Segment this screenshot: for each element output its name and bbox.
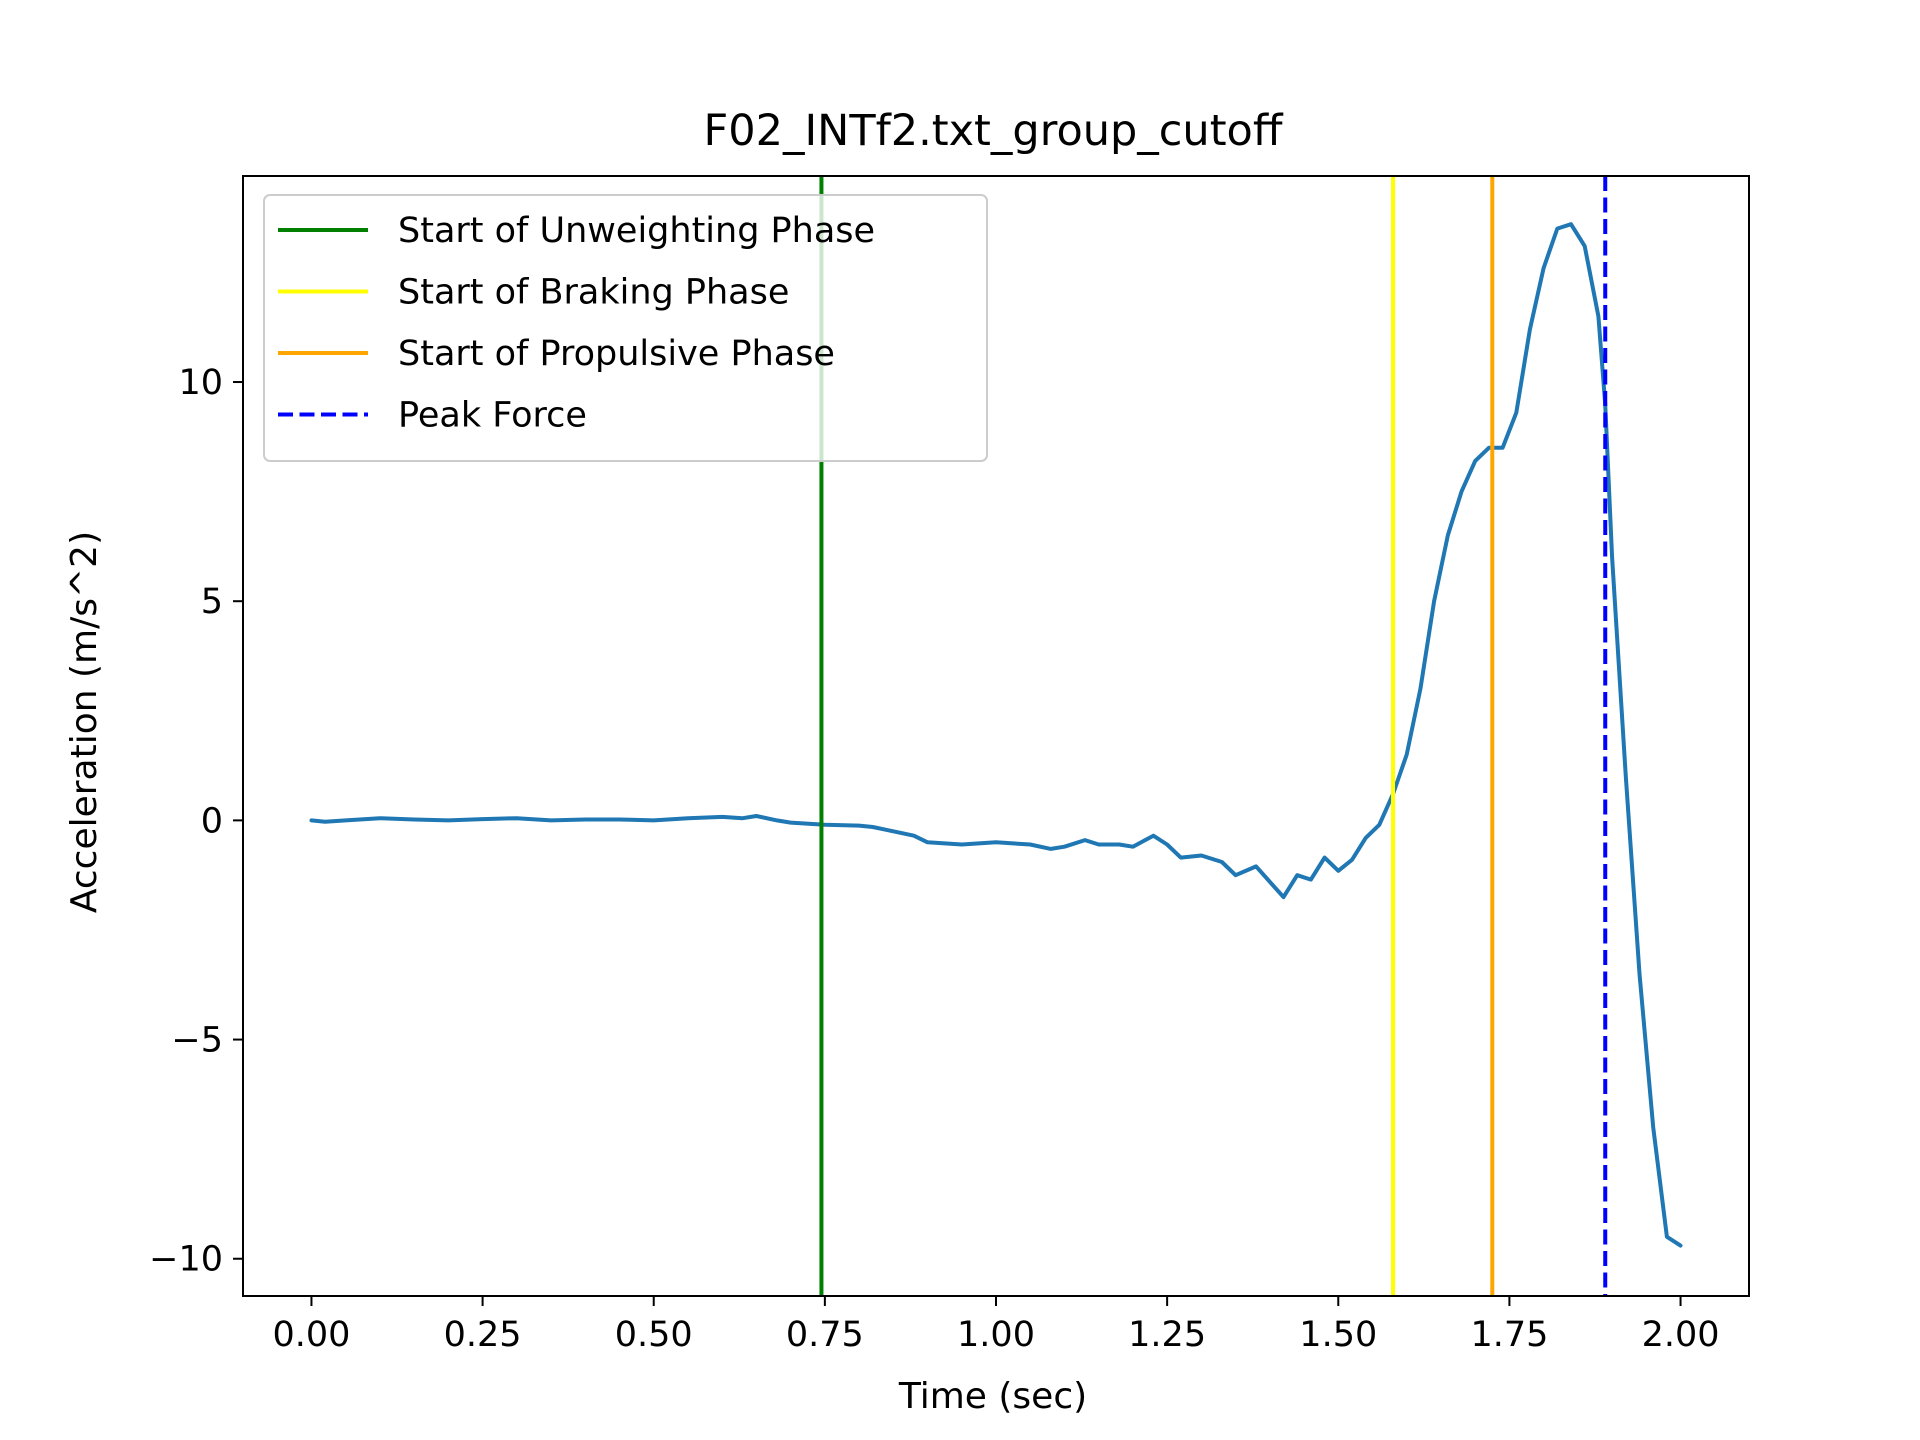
x-tick-label: 0.25 xyxy=(444,1315,522,1355)
y-tick-label: 0 xyxy=(201,801,223,841)
legend-label: Start of Propulsive Phase xyxy=(398,334,835,374)
y-axis: −10 −5 0 5 10 xyxy=(149,363,243,1280)
x-tick-label: 1.50 xyxy=(1299,1315,1377,1355)
chart-title: F02_INTf2.txt_group_cutoff xyxy=(704,106,1284,156)
x-axis-title: Time (sec) xyxy=(898,1376,1087,1417)
y-tick-label: 5 xyxy=(201,582,223,622)
x-tick-label: 0.50 xyxy=(615,1315,693,1355)
y-axis-title: Acceleration (m/s^2) xyxy=(64,531,105,913)
legend: Start of Unweighting Phase Start of Braki… xyxy=(263,194,988,462)
legend-label: Start of Braking Phase xyxy=(398,273,789,313)
series-layer xyxy=(309,222,1683,1248)
y-tick-label: −5 xyxy=(171,1021,223,1061)
x-tick-label: 1.75 xyxy=(1470,1315,1548,1355)
legend-label: Peak Force xyxy=(398,396,587,436)
legend-label: Start of Unweighting Phase xyxy=(398,211,875,251)
x-tick-label: 2.00 xyxy=(1642,1315,1720,1355)
x-tick-label: 1.00 xyxy=(957,1315,1035,1355)
x-tick-label: 0.75 xyxy=(786,1315,864,1355)
y-tick-label: −10 xyxy=(149,1240,223,1280)
x-tick-label: 0.00 xyxy=(272,1315,350,1355)
x-axis: 0.00 0.25 0.50 0.75 1.00 1.25 1.50 1.75 2.00 xyxy=(272,1296,1720,1355)
series-line-0 xyxy=(309,222,1683,1248)
x-tick-label: 1.25 xyxy=(1128,1315,1206,1355)
y-tick-label: 10 xyxy=(178,363,223,403)
legend-box xyxy=(263,194,988,462)
